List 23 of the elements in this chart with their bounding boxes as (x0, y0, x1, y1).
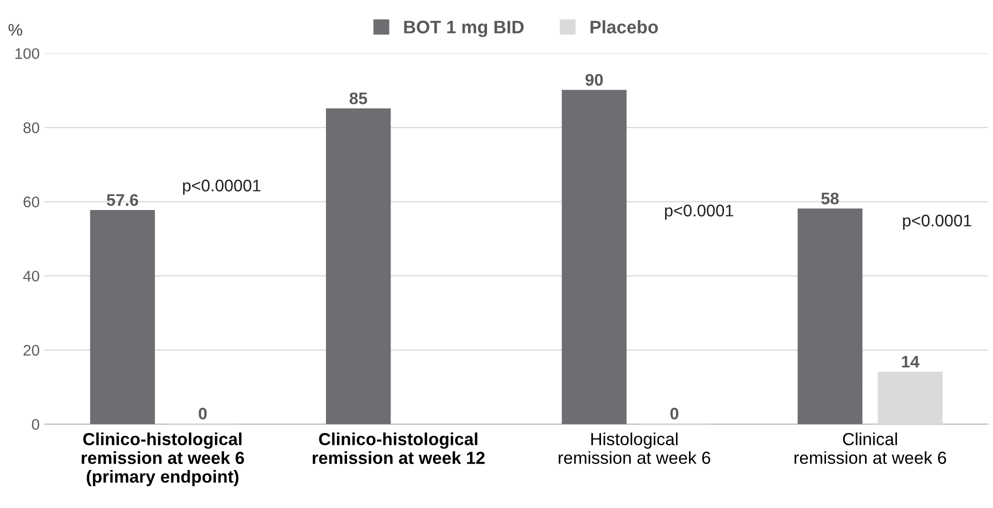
annotation: p<0.0001 (665, 204, 734, 220)
x-tick-label: Histological remission at week 6 (558, 432, 710, 464)
data-label: 0 (670, 408, 678, 420)
data-label: 14 (902, 356, 920, 368)
x-tick-label: Clinico-histological remission at week 6 (primary endpoint) (82, 432, 244, 486)
legend-label: Placebo (590, 20, 658, 34)
annotation: p<0.00001 (183, 180, 260, 195)
y-axis-title: % (8, 24, 22, 36)
data-label: 57.6 (106, 194, 138, 206)
data-label: 85 (350, 92, 368, 104)
y-tick-label: 100 (16, 48, 40, 60)
data-label: 58 (821, 192, 839, 204)
x-tick-label: Clinico-histological remission at week 12 (312, 432, 485, 464)
y-tick-label: 20 (24, 344, 40, 356)
y-tick-label: 80 (23, 122, 40, 134)
annotation: p<0.0001 (903, 214, 972, 230)
legend-label: BOT 1 mg BID (404, 20, 524, 38)
x-tick-label: Clinical remission at week 6 (794, 432, 946, 464)
data-label: 90 (585, 74, 603, 86)
data-label: 0 (198, 408, 207, 420)
y-tick-label: 60 (24, 196, 40, 208)
y-tick-label: 0 (32, 419, 40, 430)
y-tick-label: 40 (23, 270, 40, 282)
